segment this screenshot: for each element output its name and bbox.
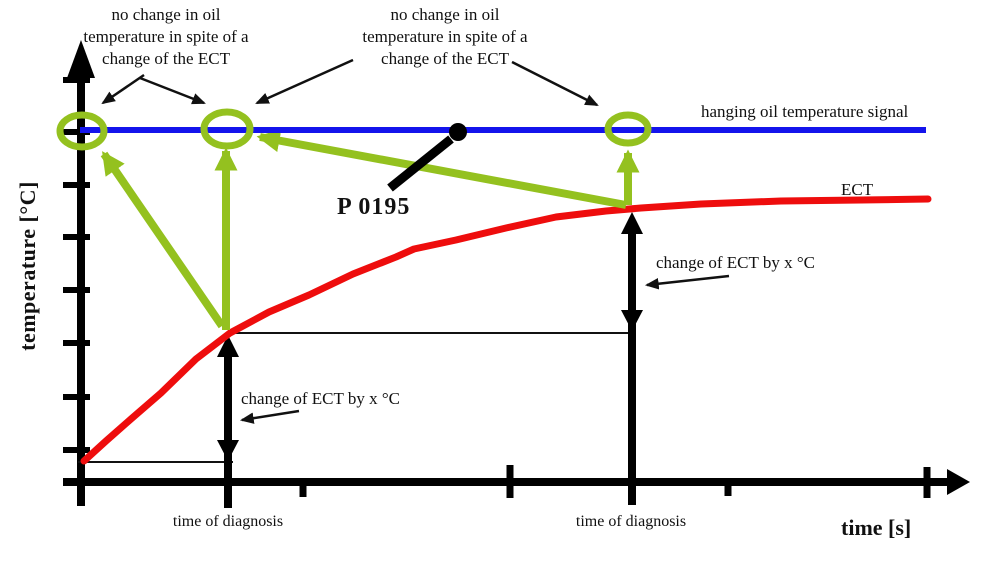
y-axis-arrowhead-icon bbox=[67, 40, 95, 78]
diagnosis-line-first bbox=[217, 335, 239, 508]
pointer-arrow-icon bbox=[511, 60, 599, 107]
ect-change-label-first: change of ECT by x °C bbox=[241, 389, 400, 408]
annotation-arrows bbox=[101, 58, 730, 424]
pointer-arrow-icon bbox=[644, 274, 730, 290]
x-axis-ticks bbox=[299, 465, 931, 498]
dtc-code-label: P 0195 bbox=[337, 194, 411, 220]
x-axis bbox=[63, 465, 970, 498]
oil-signal-label: hanging oil temperature signal bbox=[701, 102, 909, 121]
y-axis-ticks bbox=[63, 77, 90, 453]
dtc-pointer bbox=[387, 123, 467, 192]
ect-change-label-second: change of ECT by x °C bbox=[656, 253, 815, 272]
annotation-no-oil-change-right: no change in oil temperature in spite of… bbox=[362, 5, 528, 68]
y-axis bbox=[63, 40, 95, 506]
dtc-pointer-line bbox=[387, 135, 454, 192]
diagnosis-line-second bbox=[621, 212, 643, 505]
annotation-no-oil-change-left: no change in oil temperature in spite of… bbox=[83, 5, 249, 68]
time-of-diagnosis-label-second: time of diagnosis bbox=[575, 513, 687, 530]
pointer-arrow-icon bbox=[101, 73, 145, 105]
arrow-up-icon bbox=[217, 335, 239, 357]
x-axis-label: time [s] bbox=[841, 515, 912, 540]
green-arrow-to-circle-1-icon bbox=[100, 151, 226, 329]
arrow-down-icon bbox=[621, 310, 643, 331]
pointer-arrow-icon bbox=[255, 58, 354, 105]
green-arrows bbox=[100, 129, 640, 330]
y-axis-label: temperature [°C] bbox=[15, 181, 40, 351]
highlight-circle-1 bbox=[56, 111, 108, 151]
highlight-circles bbox=[56, 108, 652, 151]
dtc-pointer-dot-icon bbox=[449, 123, 467, 141]
ect-curve-label: ECT bbox=[841, 180, 874, 199]
green-arrow-diagonal-to-circle-2-icon bbox=[256, 129, 627, 209]
x-axis-arrowhead-icon bbox=[947, 469, 970, 495]
pointer-arrow-icon bbox=[139, 76, 206, 105]
pointer-arrow-icon bbox=[239, 409, 300, 424]
arrow-up-icon bbox=[621, 212, 643, 234]
arrow-down-icon bbox=[217, 440, 239, 461]
time-of-diagnosis-label-first: time of diagnosis bbox=[172, 513, 284, 530]
ect-curve bbox=[80, 195, 932, 465]
highlight-circle-2 bbox=[200, 108, 254, 150]
highlight-circle-3 bbox=[604, 111, 652, 147]
